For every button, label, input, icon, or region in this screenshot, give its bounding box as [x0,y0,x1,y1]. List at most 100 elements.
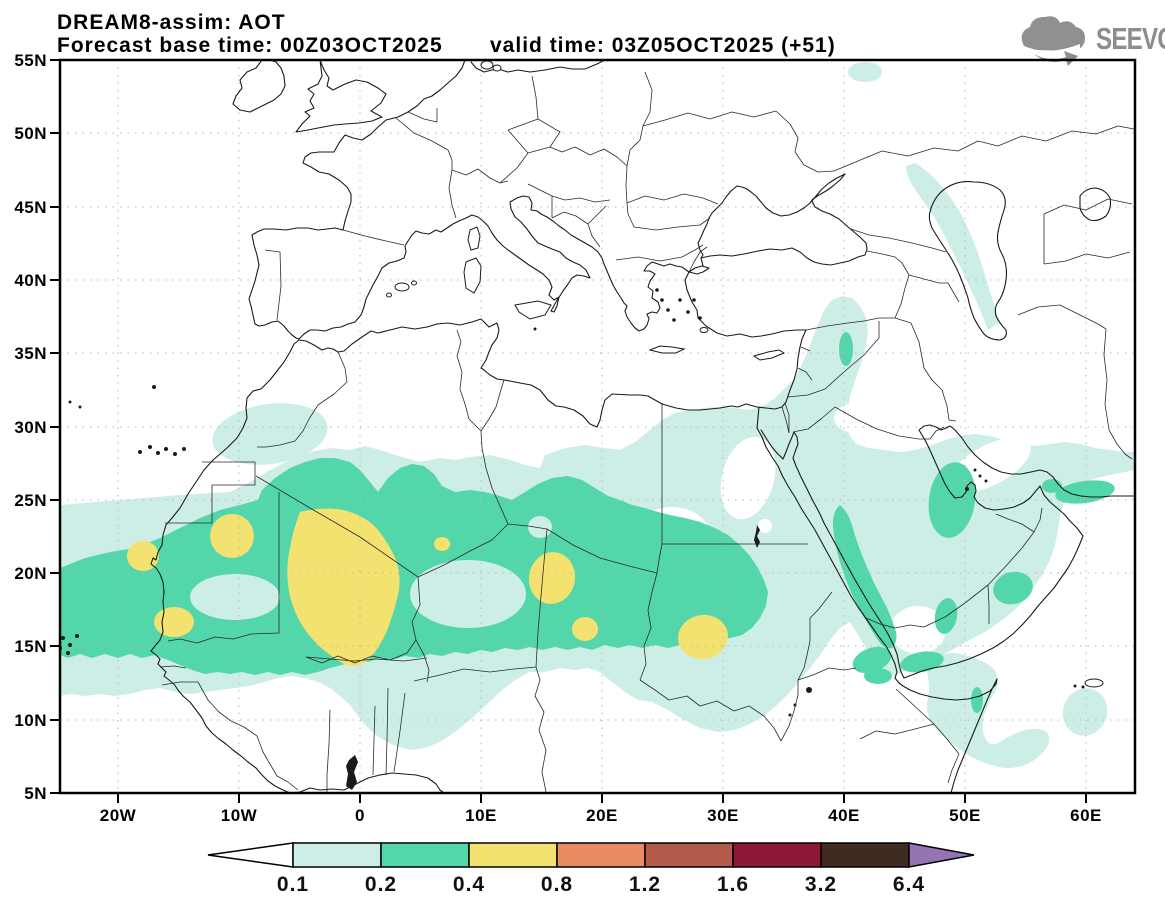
colorbar-tick-label: 1.6 [717,873,749,896]
yellow-senegal [154,607,194,637]
borders-africa [159,329,960,793]
yellow-mali-core [287,508,400,667]
zealand-island [480,60,494,70]
lon-tick-label: 20E [586,806,618,825]
colorbar-tick-label: 1.2 [629,873,661,896]
coast-aral [1079,187,1112,222]
lat-axis: 55N 50N 45N 40N 35N 30N 25N 20N 15N 10N … [14,51,60,803]
lon-tick-label: 50E [949,806,981,825]
teal-syria-streak [839,332,853,366]
teal-somalia-coast [971,687,983,713]
colorbar-swatch [644,842,734,868]
shading-somalia-patch [926,653,1050,768]
mallorca-island [394,282,410,292]
colorbar-swatch [732,842,822,868]
seevccc-logo: SEEVCCC [1021,16,1165,66]
teal-persian-gulf [928,462,976,538]
yellow-sudan [678,614,728,660]
colorbar-tick-label: 0.4 [453,873,485,896]
cloud-swoosh-icon [1021,16,1085,66]
ibiza-island [386,292,392,298]
colorbar-swatch [556,842,646,868]
coast-baltic [470,60,606,73]
valid-time-label: valid time: 03Z05OCT2025 (+51) [490,34,836,57]
hole-arabian-sea [1086,502,1135,578]
ethiopia-lake-dot2 [788,713,792,717]
shading-socotra-sea-patch [1062,688,1108,736]
colorbar-arrow-right [908,842,975,868]
map-panel: 55N 50N 45N 40N 35N 30N 25N 20N 15N 10N … [14,51,1137,825]
coast-ireland [232,60,286,113]
teal-aden [900,651,944,673]
hole-egypt [720,436,776,520]
lon-ticks [117,793,1087,803]
lon-tick-label: 10E [465,806,497,825]
teal-red-sea-streak [832,505,897,649]
coast-arabia-gulf-iran [756,406,1135,679]
aot-shading [60,62,1135,768]
shading-caspian-streak [906,163,1000,330]
lake-nasser [754,525,760,548]
colorbar-tick-label: 0.2 [365,873,397,896]
lon-tick-label: 40E [828,806,860,825]
lon-tick-label: 30E [707,806,739,825]
sicily-island [514,300,552,320]
lon-axis: 20W 10W 0 10E 20E 30E 40E 50E 60E [100,793,1102,825]
shading-morocco-patch [212,403,328,465]
lat-tick-label: 25N [14,491,47,510]
colorbar-swatch [468,842,558,868]
teal-hormuz-small [1042,479,1062,493]
sardinia-island [463,257,482,294]
socotra-island [1084,678,1104,688]
yellow-mauritania [210,514,254,558]
lakes [346,525,812,790]
lon-tick-label: 60E [1070,806,1102,825]
coast-africa-med-atlantic [150,271,807,793]
lon-tick-label: 0 [355,806,365,825]
teal-eritrea [852,646,892,674]
yellow-s-chad [572,617,598,641]
funen-island [492,64,502,72]
colorbar: 0.1 0.2 0.4 0.8 1.2 1.6 3.2 6.4 [207,842,975,896]
colorbar-tick-label: 3.2 [805,873,837,896]
menorca-island [411,280,417,286]
lat-tick-label: 50N [14,124,47,143]
teal-djibouti [864,668,892,684]
lon-tick-label: 20W [100,806,137,825]
base-time-label: Forecast base time: 00Z03OCT2025 [57,34,443,57]
corsica-island [467,226,481,251]
colorbar-swatch [292,842,382,868]
hole-somalia [989,717,1017,735]
shading-north-spot [848,62,882,82]
lat-tick-label: 15N [14,637,47,656]
teal-oman [993,571,1033,605]
colorbar-swatch [380,842,470,868]
yellow-chad [528,552,576,604]
hole-yemen [890,606,946,654]
lake-tana [806,687,812,693]
colorbar-tick-label: 6.4 [893,873,925,896]
coast-black-sea [688,173,868,275]
lat-tick-label: 10N [14,711,47,730]
aot-band-0.4 [127,508,728,667]
model-title: DREAM8-assim: AOT [57,11,286,34]
teal-hormuz [1055,480,1115,504]
lat-tick-label: 5N [24,784,47,803]
lat-tick-label: 55N [14,51,47,70]
coast-europe [248,60,690,340]
lat-tick-label: 30N [14,418,47,437]
crete-island [648,345,686,354]
coast-red-sea-africa-somalia [756,427,998,793]
colorbar-tick-label: 0.8 [541,873,573,896]
lake-volta [346,755,358,790]
wedge-chad-small [528,516,552,538]
borders-middle-east [781,125,1135,629]
coastlines [150,60,1135,793]
yellow-niger-dot [434,537,450,551]
coast-great-britain [295,60,387,133]
country-borders [159,71,1135,793]
lat-tick-label: 40N [14,271,47,290]
wedge-niger [410,560,526,628]
